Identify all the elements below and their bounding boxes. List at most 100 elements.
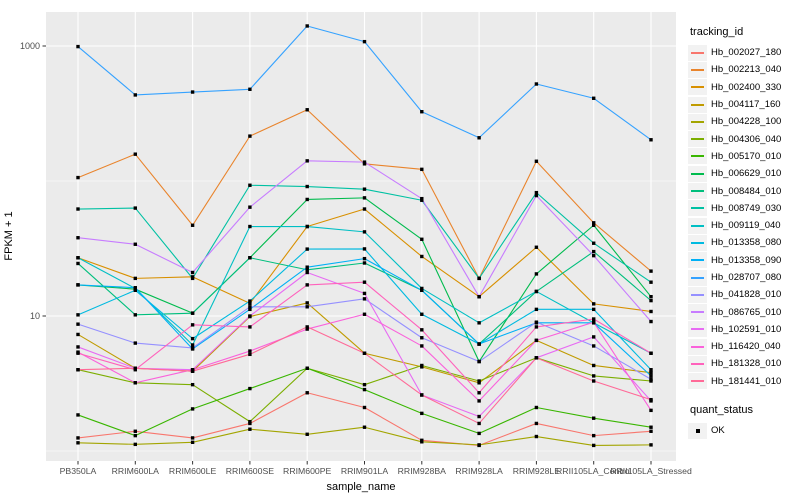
quant-status-key (688, 422, 707, 439)
data-point (190, 276, 195, 281)
data-point (649, 377, 653, 381)
legend-entry-Hb_086765_010[interactable]: Hb_086765_010 (688, 303, 798, 321)
legend-entry-Hb_102591_010[interactable]: Hb_102591_010 (688, 321, 798, 338)
legend-entry-Hb_181328_010[interactable]: Hb_181328_010 (688, 355, 798, 372)
data-point (133, 381, 137, 385)
data-point (534, 421, 539, 426)
legend-entry-ok[interactable]: OK (688, 422, 798, 439)
data-point (76, 175, 80, 180)
data-point (305, 270, 309, 275)
data-point (477, 276, 481, 281)
data-point (534, 289, 539, 294)
legend-entry-Hb_008749_030[interactable]: Hb_008749_030 (688, 200, 798, 217)
data-point (248, 299, 252, 303)
data-point (248, 307, 252, 312)
legend-title-tracking-id: tracking_id (690, 26, 744, 38)
legend-entry-Hb_005170_010[interactable]: Hb_005170_010 (688, 148, 798, 165)
x-tick-label: RRII105LA_Control (556, 466, 631, 476)
data-point (592, 317, 596, 321)
legend-color-line-icon (691, 190, 704, 193)
data-point (248, 349, 252, 353)
legend-entry-Hb_006629_010[interactable]: Hb_006629_010 (688, 165, 798, 182)
data-point (133, 93, 137, 97)
data-point (477, 294, 481, 299)
data-point (133, 366, 137, 370)
legend-entry-label: OK (711, 425, 725, 437)
data-point (420, 312, 424, 316)
data-point (248, 87, 252, 91)
data-point (477, 414, 481, 419)
x-axis-title: sample_name (326, 481, 395, 493)
data-point (477, 321, 481, 325)
data-point (190, 346, 195, 350)
legend-entry-Hb_004228_100[interactable]: Hb_004228_100 (688, 113, 798, 130)
legend-entry-Hb_004117_160[interactable]: Hb_004117_160 (688, 96, 798, 113)
legend-key-line (688, 321, 707, 338)
data-point (248, 205, 252, 209)
data-point (362, 425, 367, 429)
legend-entry-Hb_028707_080[interactable]: Hb_028707_080 (688, 269, 798, 286)
y-tick-label: 10 (30, 311, 40, 321)
data-point (362, 261, 367, 265)
data-point (477, 359, 481, 364)
data-point (477, 443, 481, 447)
legend-entry-Hb_002027_180[interactable]: Hb_002027_180 (688, 44, 798, 61)
data-point (248, 301, 252, 306)
legend-color-line-icon (691, 155, 704, 158)
data-point (248, 305, 252, 309)
data-point (76, 345, 80, 349)
data-point (248, 427, 252, 431)
legend-entry-Hb_009119_040[interactable]: Hb_009119_040 (688, 217, 798, 234)
data-point (420, 336, 424, 340)
data-point (248, 314, 252, 318)
legend-key-line (688, 183, 707, 200)
data-point (534, 245, 539, 249)
data-point (420, 328, 424, 332)
data-point (362, 196, 367, 200)
data-point (133, 206, 137, 210)
legend-entry-Hb_041828_010[interactable]: Hb_041828_010 (688, 286, 798, 303)
data-point (534, 356, 539, 360)
data-point (190, 369, 195, 373)
legend-key-line (688, 304, 707, 321)
legend-color-line-icon (691, 362, 704, 365)
data-point (133, 341, 137, 345)
data-point (649, 374, 653, 378)
data-point (592, 253, 596, 258)
data-point (362, 247, 367, 251)
legend-entry-Hb_013358_090[interactable]: Hb_013358_090 (688, 252, 798, 269)
data-point (592, 374, 596, 378)
legend-entry-Hb_002213_040[interactable]: Hb_002213_040 (688, 61, 798, 78)
data-point (305, 305, 309, 309)
legend-color-line-icon (691, 51, 704, 54)
legend-key-line (688, 286, 707, 303)
legend-entry-Hb_004306_040[interactable]: Hb_004306_040 (688, 130, 798, 148)
data-point (649, 443, 653, 447)
legend-entry-label: Hb_028707_080 (711, 272, 782, 283)
data-point (76, 261, 80, 266)
data-point (248, 386, 252, 391)
legend-entry-Hb_002400_330[interactable]: Hb_002400_330 (688, 79, 798, 96)
data-point (76, 44, 80, 49)
data-point (534, 405, 539, 410)
legend-key-line (688, 79, 707, 96)
data-point (190, 323, 195, 327)
legend-entry-Hb_181441_010[interactable]: Hb_181441_010 (688, 373, 798, 390)
legend-entry-label: Hb_181328_010 (711, 358, 782, 370)
legend-quant-status-block: quant_status OK (688, 404, 798, 439)
legend-title-quant-status: quant_status (690, 403, 753, 416)
data-point (76, 413, 80, 417)
legend-entry-Hb_116420_040[interactable]: Hb_116420_040 (688, 338, 798, 355)
data-point (190, 343, 195, 347)
data-point (420, 393, 424, 397)
legend-key-line (688, 131, 707, 148)
legend-entry-label: Hb_116420_040 (711, 341, 781, 353)
legend-entry-label: Hb_004228_100 (711, 116, 782, 128)
data-point (477, 391, 481, 395)
data-point (362, 207, 367, 211)
legend-color-line-icon (691, 224, 704, 227)
legend-entry-Hb_008484_010[interactable]: Hb_008484_010 (688, 182, 798, 200)
legend-key-line (688, 96, 707, 113)
legend-entry-Hb_013358_080[interactable]: Hb_013358_080 (688, 234, 798, 251)
